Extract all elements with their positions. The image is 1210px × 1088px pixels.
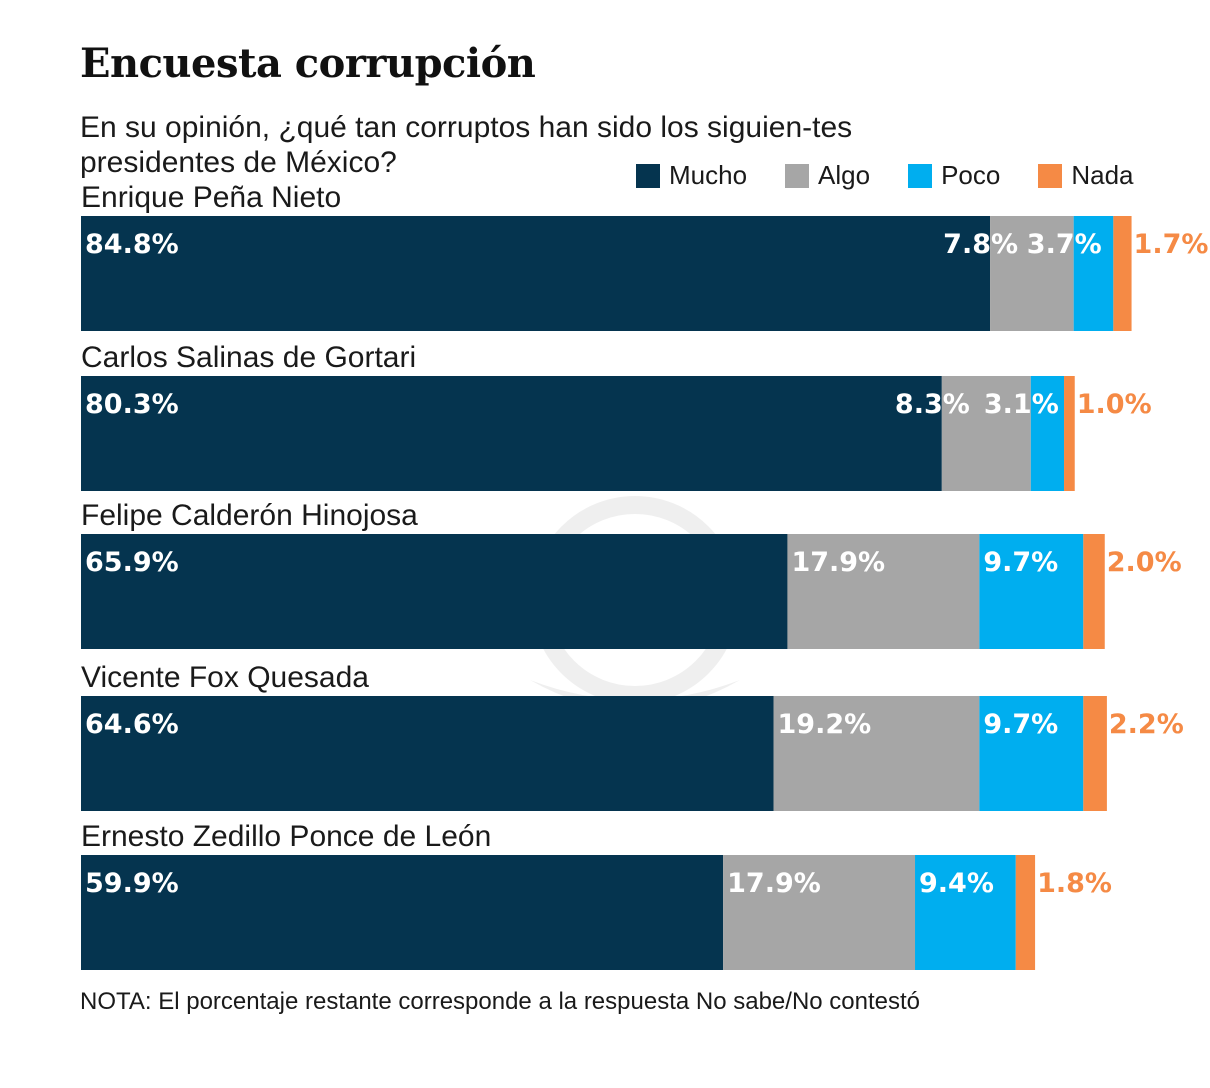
legend-item-mucho: Mucho <box>636 160 747 191</box>
bar-segment-poco <box>1073 216 1114 331</box>
chart-title: Encuesta corrupción <box>80 40 536 87</box>
data-label-algo: 19.2% <box>778 709 872 740</box>
bar-segment-mucho <box>81 376 942 491</box>
bar-segment-algo <box>990 216 1074 331</box>
legend-label-algo: Algo <box>818 160 871 190</box>
data-label-algo: 7.8% <box>943 229 1018 260</box>
bar-segment-poco <box>915 855 1016 970</box>
category-label: Vicente Fox Quesada <box>81 661 369 694</box>
bar-segment-poco <box>1030 376 1065 491</box>
data-label-poco: 3.1% <box>984 389 1059 420</box>
bar-segment-algo <box>723 855 916 970</box>
data-label-mucho: 64.6% <box>85 709 179 740</box>
data-label-poco: 9.7% <box>983 709 1058 740</box>
data-label-mucho: 65.9% <box>85 547 179 578</box>
data-label-algo: 17.9% <box>791 547 885 578</box>
bar-segment-mucho <box>81 534 788 649</box>
category-label: Ernesto Zedillo Ponce de León <box>81 820 491 853</box>
data-label-algo: 17.9% <box>727 868 821 899</box>
chart-subtitle: En su opinión, ¿qué tan corruptos han si… <box>80 111 853 179</box>
data-label-nada: 1.0% <box>1077 389 1152 420</box>
data-label-nada: 2.2% <box>1109 709 1184 740</box>
data-label-mucho: 80.3% <box>85 389 179 420</box>
bar-segment-nada <box>1064 376 1075 491</box>
legend-item-poco: Poco <box>908 160 1000 191</box>
data-label-nada: 1.7% <box>1134 229 1209 260</box>
legend-label-poco: Poco <box>941 160 1001 190</box>
category-label: Felipe Calderón Hinojosa <box>81 499 418 532</box>
bar-segment-mucho <box>81 216 991 331</box>
category-label: Carlos Salinas de Gortari <box>81 341 416 374</box>
data-label-poco: 9.7% <box>983 547 1058 578</box>
bar-segment-mucho <box>81 855 724 970</box>
bar-segment-poco <box>979 696 1084 811</box>
chart-note: NOTA: El porcentaje restante corresponde… <box>80 988 921 1015</box>
bar-segment-nada <box>1083 696 1107 811</box>
data-label-poco: 3.7% <box>1027 229 1102 260</box>
bar-segment-algo <box>941 376 1031 491</box>
legend-label-nada: Nada <box>1071 160 1134 190</box>
bar-segment-algo <box>787 534 980 649</box>
data-label-nada: 1.8% <box>1037 868 1112 899</box>
legend-swatch-poco <box>908 163 933 188</box>
legend-item-nada: Nada <box>1038 160 1134 191</box>
data-label-algo: 8.3% <box>895 389 970 420</box>
data-label-nada: 2.0% <box>1107 547 1182 578</box>
bar-segment-nada <box>1113 216 1132 331</box>
data-label-mucho: 59.9% <box>85 868 179 899</box>
legend-item-algo: Algo <box>785 160 870 191</box>
legend-swatch-mucho <box>636 163 660 188</box>
bar-segment-algo <box>773 696 980 811</box>
bar-segment-poco <box>979 534 1084 649</box>
bar-segment-nada <box>1083 534 1105 649</box>
bar-segment-nada <box>1015 855 1036 970</box>
data-label-mucho: 84.8% <box>85 229 179 260</box>
legend-swatch-algo <box>785 163 810 188</box>
legend-swatch-nada <box>1038 163 1063 188</box>
bar-segment-mucho <box>81 696 774 811</box>
legend-label-mucho: Mucho <box>669 160 748 190</box>
legend: Mucho Algo Poco Nada <box>636 160 1134 191</box>
data-label-poco: 9.4% <box>919 868 994 899</box>
category-label: Enrique Peña Nieto <box>81 181 341 214</box>
